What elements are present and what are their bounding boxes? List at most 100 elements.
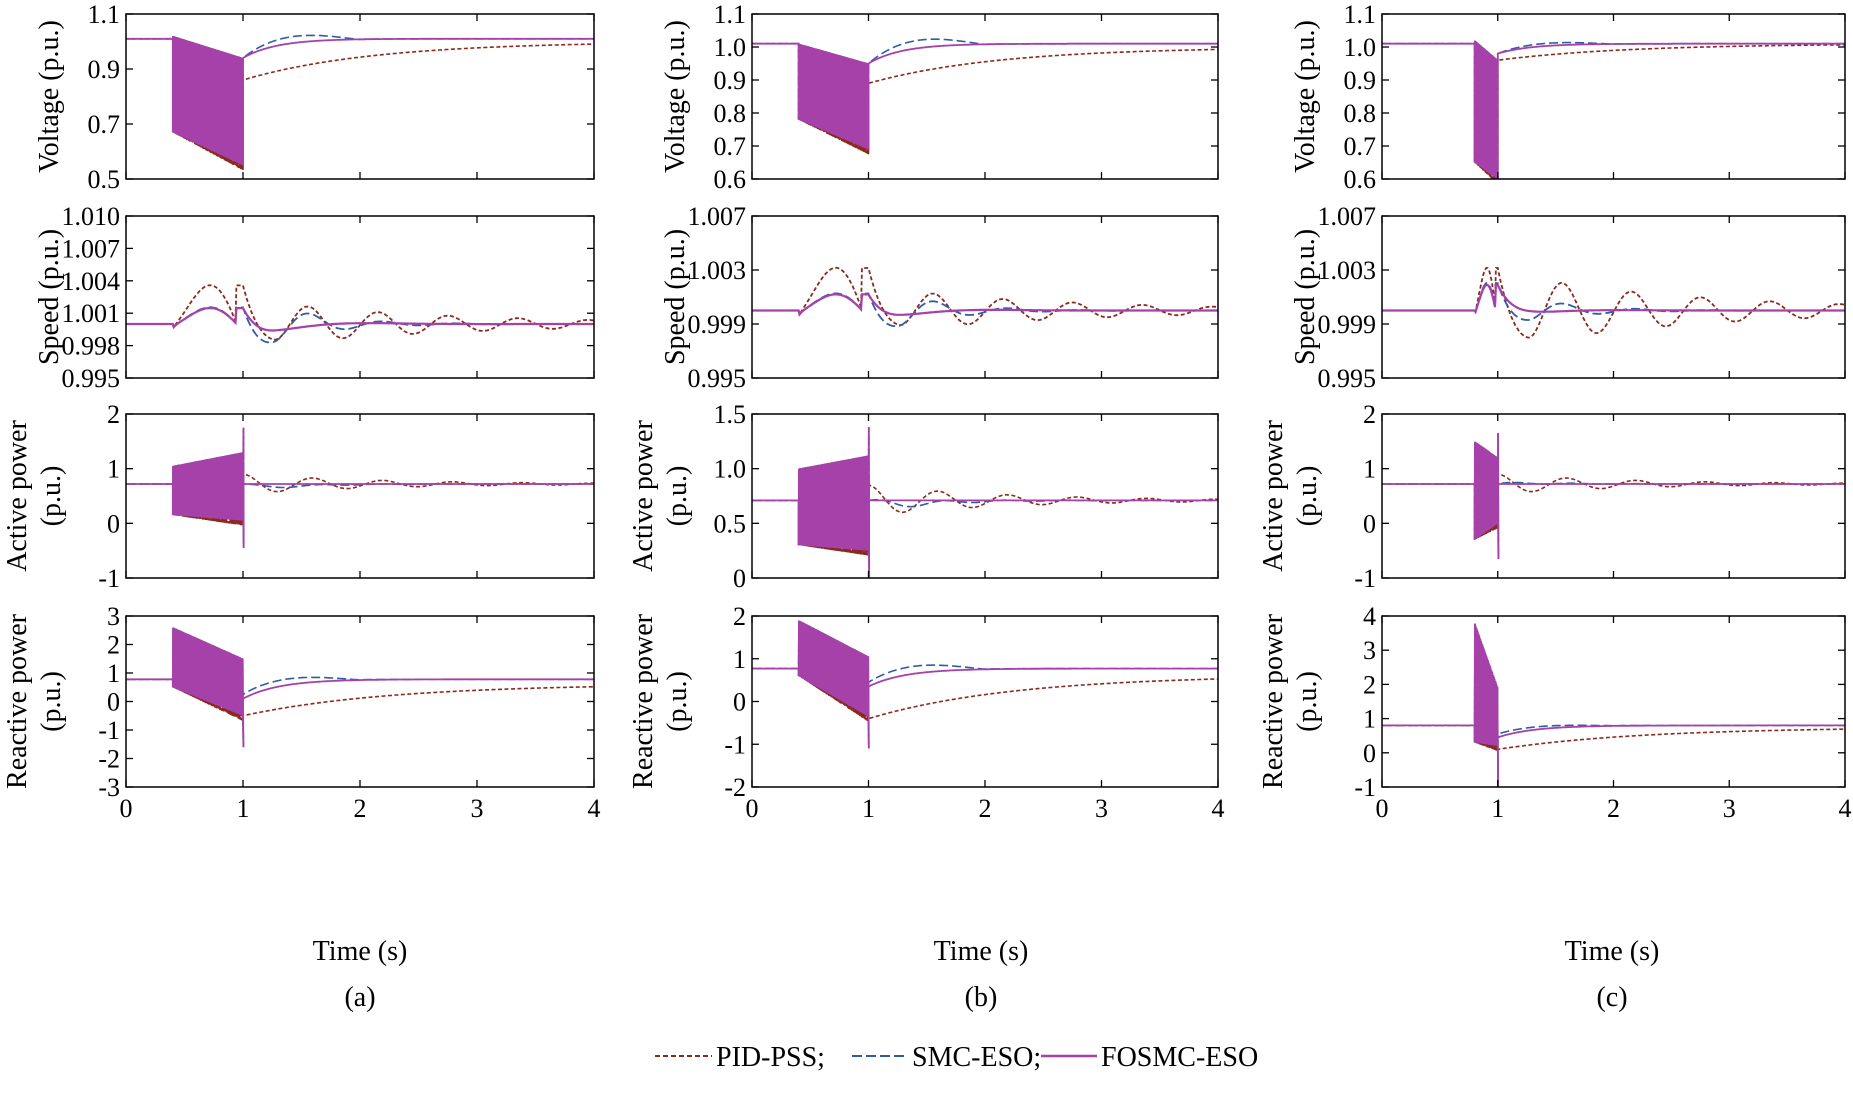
subplot-a-active: -1 0 1 2 Active power (p.u.) <box>2 400 595 593</box>
x-tick-label: 2 <box>979 794 992 823</box>
y-tick-label: 1 <box>1363 455 1376 484</box>
x-tick-label: 1 <box>237 794 250 823</box>
y-tick-label: -1 <box>98 564 120 593</box>
y-tick-label: 0.999 <box>688 310 747 339</box>
plot-area <box>126 427 594 548</box>
series-pid-pss <box>752 620 1218 749</box>
series-fosmc-eso <box>1382 40 1845 179</box>
axes-frame <box>1381 413 1846 579</box>
y-tick-label: -2 <box>98 745 120 774</box>
x-axis-title-a: Time (s) <box>313 936 408 967</box>
y-axis-title: Active power <box>2 420 33 572</box>
y-tick-label: 1.0 <box>714 455 747 484</box>
y-tick-label: 1.007 <box>1318 202 1377 231</box>
y-tick-label: 1 <box>107 455 120 484</box>
series-pid-pss <box>1382 623 1845 787</box>
y-tick-label: 1.0 <box>714 33 747 62</box>
series-fosmc-eso <box>752 42 1218 150</box>
y-axis-title: (p.u.) <box>1292 466 1323 527</box>
series-fosmc-eso <box>126 36 594 166</box>
series-pid-pss <box>126 627 594 748</box>
legend-label-fosmc-eso: FOSMC-ESO <box>1101 1042 1258 1073</box>
plot-area <box>1382 266 1845 339</box>
y-axis-title: Reactive power <box>628 613 659 789</box>
y-axis-title: Speed (p.u.) <box>1290 229 1321 365</box>
x-tick-label: 1 <box>1491 794 1504 823</box>
series-fosmc-eso <box>126 306 594 332</box>
series-fosmc-eso <box>126 427 594 548</box>
series-pid-pss <box>1382 433 1845 559</box>
y-tick-label: 1.007 <box>688 202 747 231</box>
y-tick-label: 0.7 <box>88 110 121 139</box>
y-tick-label: 3 <box>107 602 120 631</box>
series-smc-eso <box>1382 623 1845 787</box>
plot-area <box>752 620 1218 749</box>
x-tick-label: 3 <box>1723 794 1736 823</box>
legend-label-pid-pss: PID-PSS; <box>716 1042 825 1073</box>
subplot-b-active: 0 0.5 1.0 1.5 Active power (p.u.) <box>628 400 1219 593</box>
plot-area <box>752 38 1218 155</box>
panels: 0.5 0.7 0.9 1.1 Voltage (p.u.) 0.6 0.7 0.8 0.9 1.… <box>2 0 1852 823</box>
y-axis-title: Reactive power <box>1258 613 1289 789</box>
y-tick-label: 0.995 <box>1318 364 1377 393</box>
panel-label-c: (c) <box>1596 982 1627 1013</box>
series-fosmc-eso <box>1382 283 1845 315</box>
x-tick-label: 1 <box>862 794 875 823</box>
y-tick-label: 1.004 <box>62 267 121 296</box>
x-tick-label: 0 <box>746 794 759 823</box>
axes-frame <box>1381 215 1846 379</box>
y-tick-label: 4 <box>1363 602 1376 631</box>
y-axis-title: (p.u.) <box>36 671 67 732</box>
y-tick-label: 1 <box>107 659 120 688</box>
y-tick-label: 0 <box>1363 509 1376 538</box>
y-tick-label: 1 <box>733 645 746 674</box>
y-tick-label: 1.003 <box>1318 256 1377 285</box>
y-tick-label: 2 <box>1363 670 1376 699</box>
y-tick-label: -1 <box>724 730 746 759</box>
y-axis-title: (p.u.) <box>662 671 693 732</box>
y-tick-label: 0.999 <box>1318 310 1377 339</box>
y-axis-title: (p.u.) <box>1292 671 1323 732</box>
x-tick-label: 0 <box>1376 794 1389 823</box>
y-tick-label: 1.010 <box>62 202 121 231</box>
plot-area <box>1382 40 1845 179</box>
series-pid-pss <box>1382 40 1845 179</box>
plot-area <box>752 427 1218 578</box>
x-tick-label: 2 <box>354 794 367 823</box>
y-tick-label: 2 <box>733 602 746 631</box>
series-pid-pss <box>1382 266 1845 339</box>
axes-frame <box>125 215 595 379</box>
x-tick-label: 4 <box>1212 794 1225 823</box>
y-axis-title: Active power <box>628 420 659 572</box>
y-tick-label: 0 <box>107 509 120 538</box>
y-axis-title: Voltage (p.u.) <box>34 20 65 173</box>
series-fosmc-eso <box>126 627 594 748</box>
y-tick-label: 0 <box>733 688 746 717</box>
plot-area <box>126 627 594 748</box>
y-tick-label: 0.9 <box>714 66 747 95</box>
series-fosmc-eso <box>1382 623 1845 787</box>
y-tick-label: 0 <box>107 688 120 717</box>
axes-frame <box>1381 615 1846 788</box>
y-tick-label: 1.0 <box>1344 33 1377 62</box>
y-tick-label: -1 <box>1354 564 1376 593</box>
subplot-b-voltage: 0.6 0.7 0.8 0.9 1.0 1.1 Voltage (p.u.) <box>660 0 1219 194</box>
y-tick-label: 1.1 <box>1344 0 1377 29</box>
x-axis-title-c: Time (s) <box>1565 936 1660 967</box>
y-tick-label: 0.9 <box>88 55 121 84</box>
subplot-b-reactive: -2 -1 0 1 2 0 1 2 3 4 Reactive power (p.u.) <box>628 602 1225 823</box>
y-tick-label: -1 <box>98 716 120 745</box>
y-tick-label: -3 <box>98 773 120 802</box>
y-tick-label: 0 <box>733 564 746 593</box>
series-fosmc-eso <box>752 293 1218 317</box>
y-tick-label: 0.5 <box>714 509 747 538</box>
y-axis-title: (p.u.) <box>36 466 67 527</box>
subplot-c-voltage: 0.6 0.7 0.8 0.9 1.0 1.1 Voltage (p.u.) <box>1290 0 1846 194</box>
series-smc-eso <box>1382 433 1845 559</box>
legend-label-smc-eso: SMC-ESO; <box>912 1042 1041 1073</box>
series-pid-pss <box>126 284 594 341</box>
series-fosmc-eso <box>752 620 1218 749</box>
